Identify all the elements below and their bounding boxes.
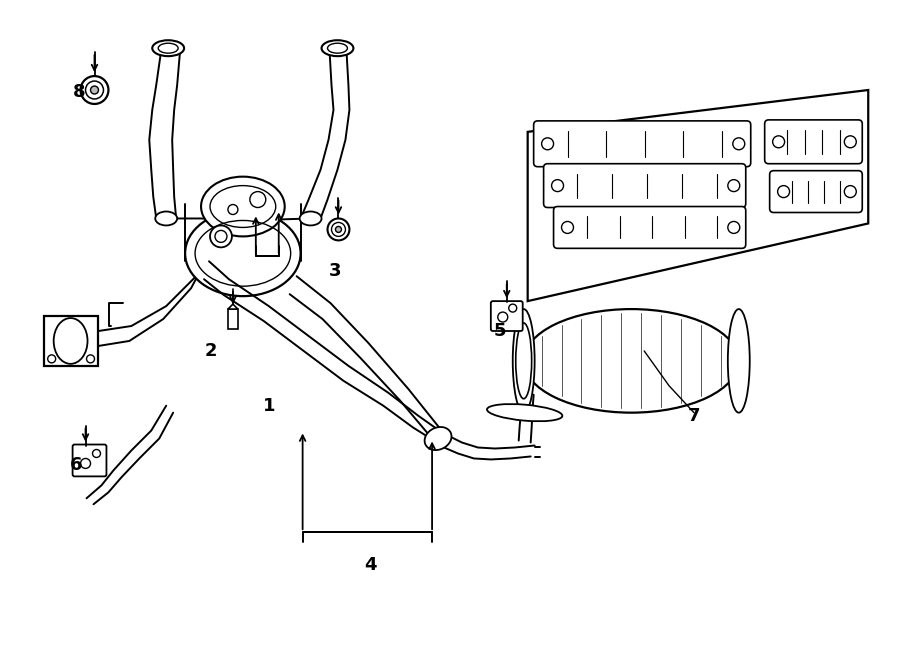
FancyBboxPatch shape [73,444,106,477]
Ellipse shape [487,404,562,421]
FancyBboxPatch shape [534,121,751,167]
Ellipse shape [513,309,535,412]
Ellipse shape [152,40,184,56]
FancyBboxPatch shape [770,171,862,212]
Text: 8: 8 [73,83,86,101]
Polygon shape [44,316,98,366]
Polygon shape [228,304,238,309]
Text: 7: 7 [688,407,700,424]
Ellipse shape [425,427,452,450]
FancyBboxPatch shape [554,206,746,249]
Ellipse shape [54,318,87,364]
Ellipse shape [185,210,301,296]
Polygon shape [527,90,868,301]
FancyBboxPatch shape [765,120,862,164]
Text: 6: 6 [70,457,83,475]
Text: 4: 4 [364,556,376,574]
Circle shape [328,219,349,241]
Ellipse shape [300,212,321,225]
Text: 3: 3 [329,262,342,280]
Ellipse shape [516,323,532,399]
FancyBboxPatch shape [491,301,523,331]
Ellipse shape [155,212,177,225]
Circle shape [81,76,108,104]
Circle shape [336,227,341,233]
Text: 1: 1 [263,397,275,414]
FancyBboxPatch shape [544,164,746,208]
Text: 5: 5 [493,322,506,340]
Polygon shape [228,309,238,329]
Ellipse shape [728,309,750,412]
Circle shape [210,225,232,247]
Ellipse shape [524,309,739,412]
Ellipse shape [321,40,354,56]
Circle shape [91,86,98,94]
Ellipse shape [201,176,284,237]
Text: 2: 2 [205,342,217,360]
